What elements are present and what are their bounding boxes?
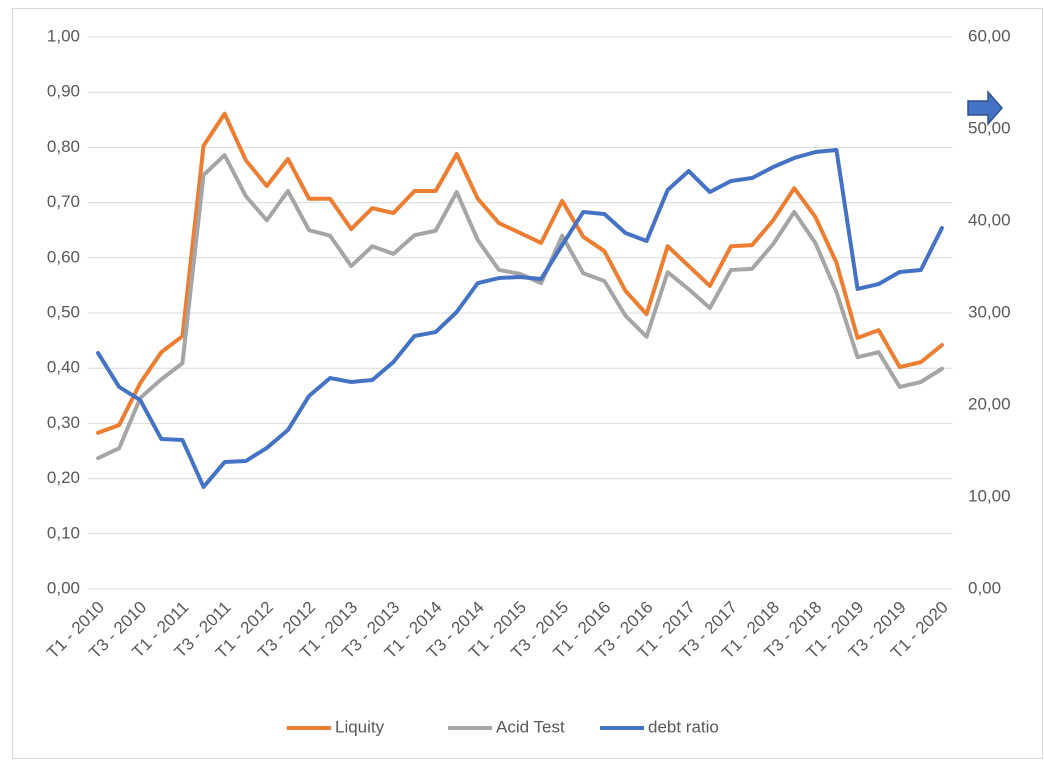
series-line <box>96 147 944 489</box>
y2-tick-label: 0,00 <box>968 578 1001 597</box>
y-tick-label: 0,10 <box>47 523 80 542</box>
y-tick-label: 0,90 <box>47 82 80 101</box>
series-line <box>96 111 944 435</box>
legend-label: Liquity <box>335 717 385 736</box>
y2-tick-label: 50,00 <box>968 118 1011 137</box>
y-tick-label: 0,50 <box>47 302 80 321</box>
y-tick-label: 0,30 <box>47 413 80 432</box>
series-line <box>96 153 944 461</box>
y-tick-label: 0,00 <box>47 578 80 597</box>
y-tick-label: 0,80 <box>47 137 80 156</box>
y-tick-label: 1,00 <box>47 26 80 45</box>
legend-label: Acid Test <box>496 717 565 736</box>
y2-tick-label: 40,00 <box>968 210 1011 229</box>
legend-label: debt ratio <box>648 717 719 736</box>
y-tick-label: 0,20 <box>47 468 80 487</box>
y2-tick-label: 30,00 <box>968 302 1011 321</box>
y-tick-label: 0,60 <box>47 247 80 266</box>
y2-tick-label: 20,00 <box>968 394 1011 413</box>
y-tick-label: 0,40 <box>47 358 80 377</box>
chart-frame <box>12 8 1043 759</box>
arrow-annotation <box>967 90 1003 126</box>
y2-tick-label: 60,00 <box>968 26 1011 45</box>
y-tick-label: 0,70 <box>47 192 80 211</box>
y2-tick-label: 10,00 <box>968 486 1011 505</box>
